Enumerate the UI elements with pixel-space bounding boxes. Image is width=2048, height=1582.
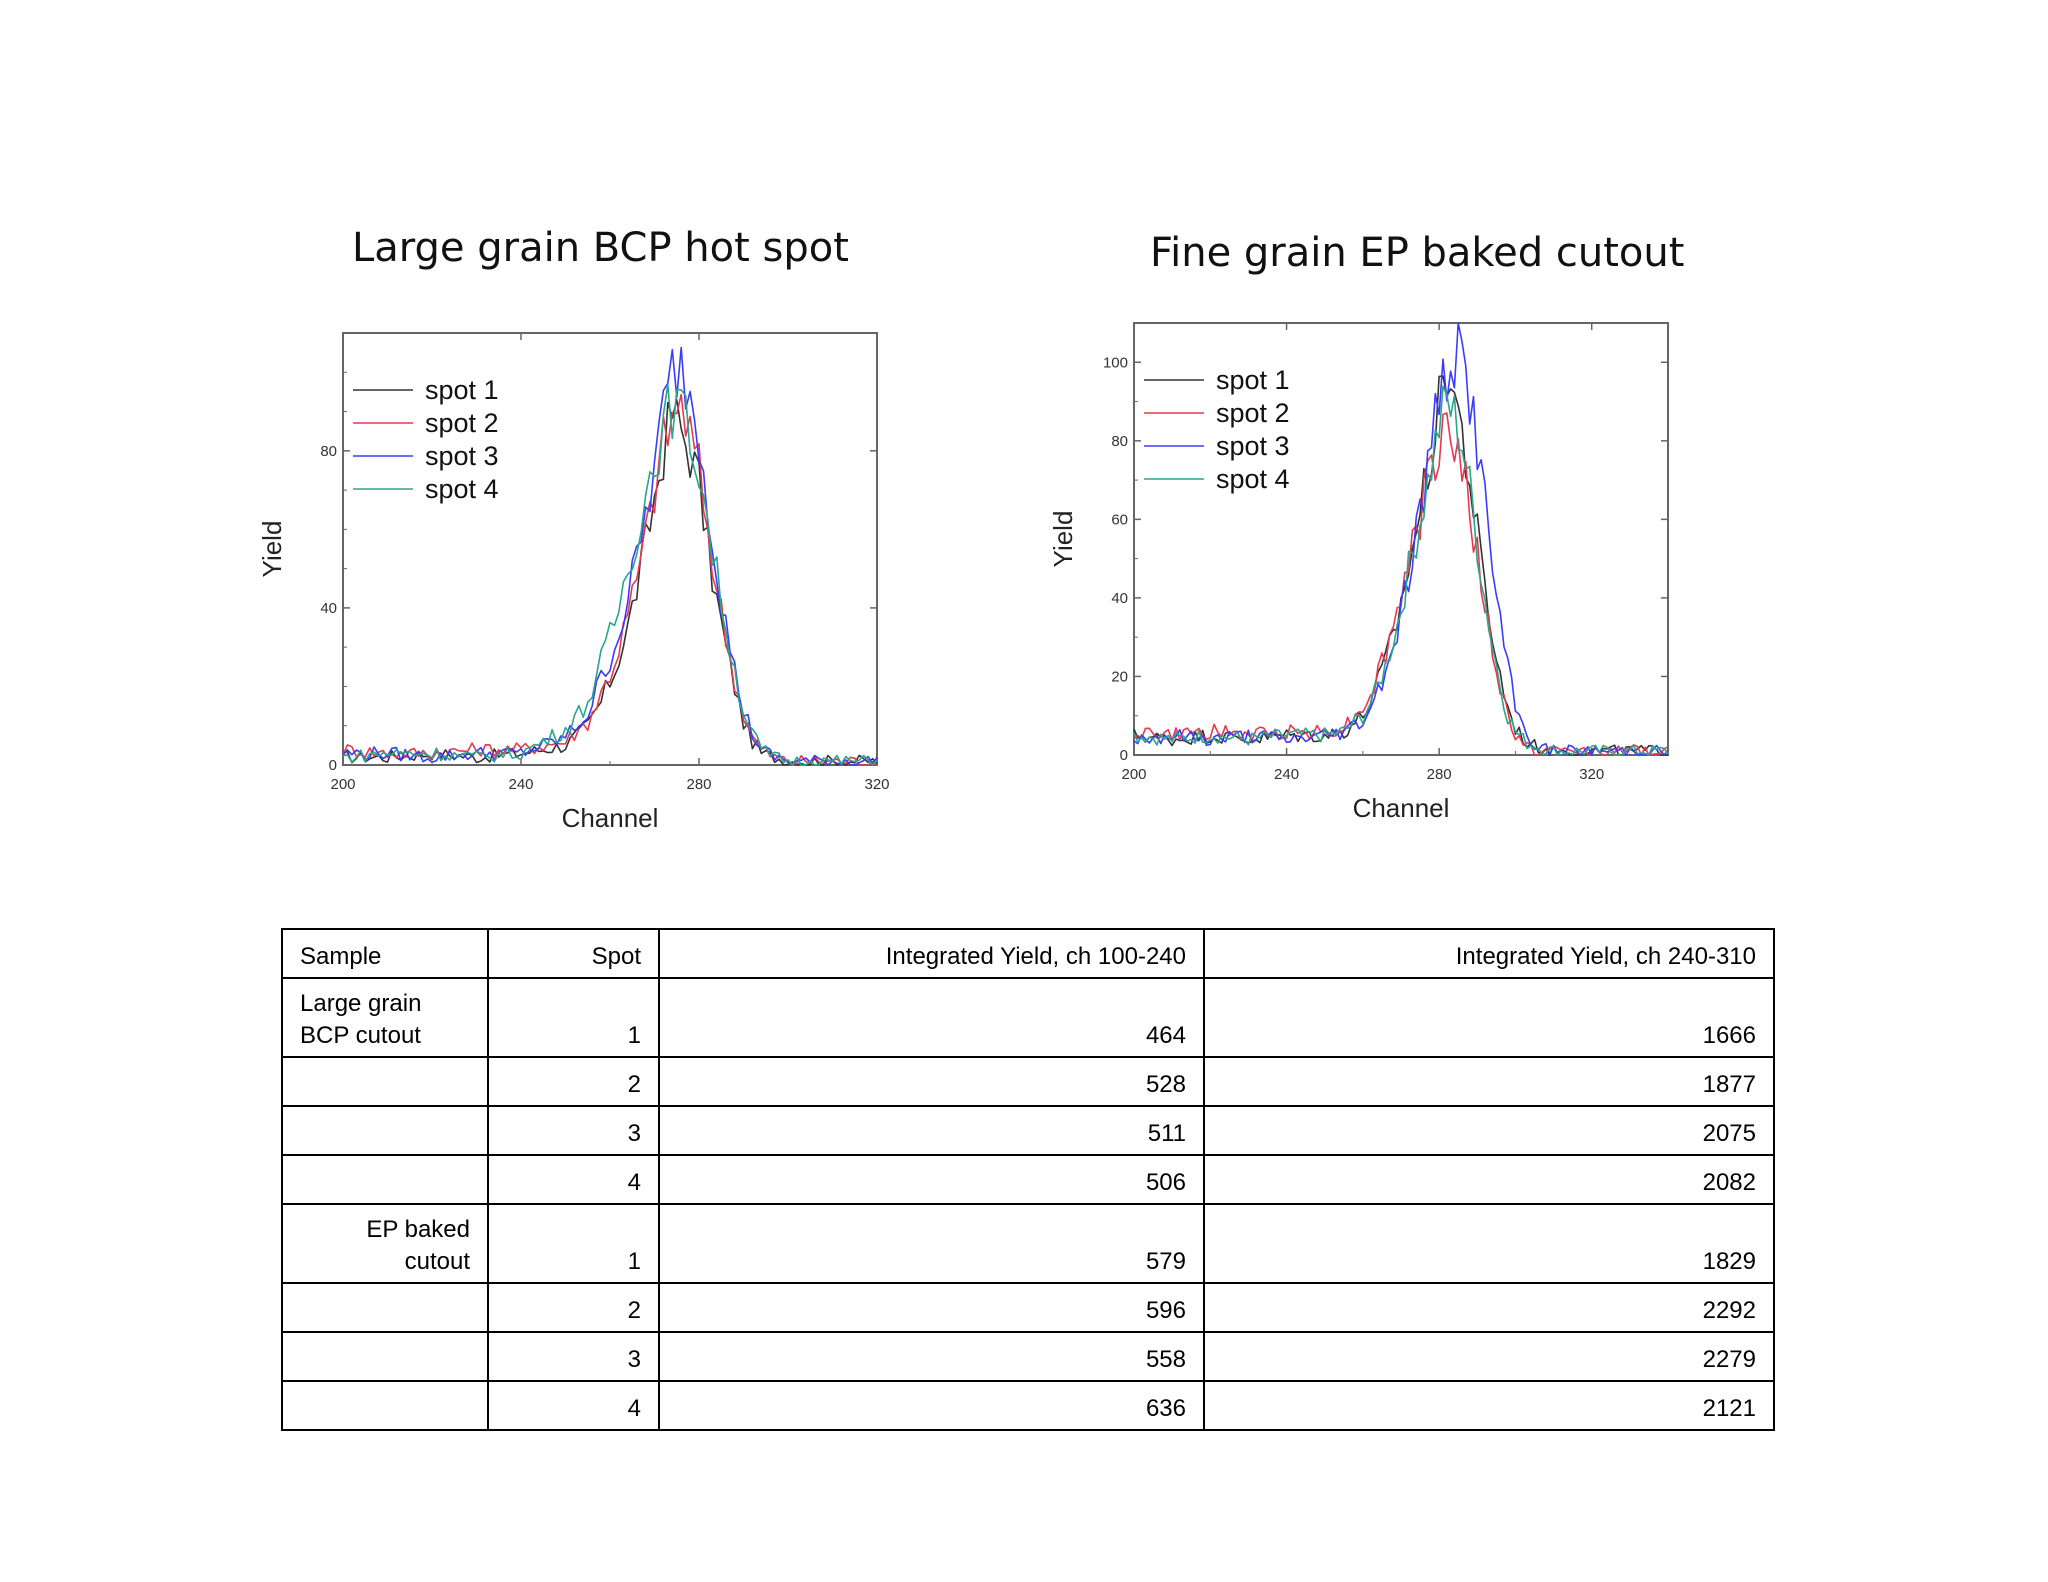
x-tick-label: 280 (686, 776, 711, 793)
x-tick-label: 200 (330, 776, 355, 793)
legend-label: spot 1 (425, 375, 499, 405)
sample-cell (281, 1105, 489, 1156)
legend-label: spot 1 (1216, 365, 1290, 395)
x-tick-label: 240 (508, 776, 533, 793)
x-tick-label: 280 (1427, 766, 1452, 783)
header-sample: Sample (281, 928, 489, 979)
y-tick-label: 100 (1103, 354, 1128, 371)
yield-high-cell: 2121 (1203, 1380, 1775, 1431)
table-header-row: Sample Spot Integrated Yield, ch 100-240… (281, 928, 1775, 979)
legend-label: spot 4 (425, 474, 499, 504)
y-tick-label: 80 (1111, 433, 1128, 450)
spot-cell: 1 (487, 977, 660, 1058)
sample-cell (281, 1056, 489, 1107)
yield-low-cell: 511 (658, 1105, 1205, 1156)
sample-cell (281, 1331, 489, 1382)
yield-low-cell: 464 (658, 977, 1205, 1058)
y-axis-label: Yield (257, 521, 287, 578)
y-tick-label: 40 (1111, 590, 1128, 607)
right-chart-title: Fine grain EP baked cutout (1150, 230, 1685, 276)
yield-high-cell: 2279 (1203, 1331, 1775, 1382)
x-axis-label: Channel (562, 803, 659, 833)
legend-label: spot 3 (1216, 431, 1290, 461)
yield-low-cell: 579 (658, 1203, 1205, 1284)
legend-label: spot 2 (425, 408, 499, 438)
yield-low-cell: 596 (658, 1282, 1205, 1333)
yield-high-cell: 1877 (1203, 1056, 1775, 1107)
yield-high-cell: 2082 (1203, 1154, 1775, 1205)
x-tick-label: 200 (1121, 766, 1146, 783)
spot-cell: 2 (487, 1056, 660, 1107)
y-tick-label: 20 (1111, 668, 1128, 685)
yield-high-cell: 1829 (1203, 1203, 1775, 1284)
yield-low-cell: 506 (658, 1154, 1205, 1205)
yield-low-cell: 636 (658, 1380, 1205, 1431)
spot-cell: 2 (487, 1282, 660, 1333)
left-chart-title: Large grain BCP hot spot (352, 225, 849, 271)
legend-label: spot 3 (425, 441, 499, 471)
integrated-yield-table: Sample Spot Integrated Yield, ch 100-240… (281, 928, 1775, 1431)
sample-cell (281, 1380, 489, 1431)
legend-label: spot 2 (1216, 398, 1290, 428)
sample-cell: Large grain BCP cutout (281, 977, 489, 1058)
sample-cell (281, 1282, 489, 1333)
series-line-spot-2 (342, 393, 878, 766)
sample-label-line: cutout (404, 1248, 470, 1275)
table-row: EP baked cutout 1 579 1829 (281, 1203, 1775, 1284)
yield-high-cell: 2292 (1203, 1282, 1775, 1333)
sample-label-line: BCP cutout (300, 1022, 421, 1049)
header-spot: Spot (487, 928, 660, 979)
table-row: 2 596 2292 (281, 1282, 1775, 1333)
series-line-spot-3 (342, 346, 878, 766)
table-row: 4 636 2121 (281, 1380, 1775, 1431)
sample-label-line: Large grain (300, 990, 422, 1017)
sample-cell: EP baked cutout (281, 1203, 489, 1284)
table-row: 3 511 2075 (281, 1105, 1775, 1156)
spot-cell: 1 (487, 1203, 660, 1284)
spot-cell: 3 (487, 1105, 660, 1156)
x-tick-label: 240 (1274, 766, 1299, 783)
table-row: 3 558 2279 (281, 1331, 1775, 1382)
series-line-spot-4 (342, 383, 878, 766)
table-row: Large grain BCP cutout 1 464 1666 (281, 977, 1775, 1058)
y-tick-label: 0 (329, 757, 337, 774)
yield-low-cell: 558 (658, 1331, 1205, 1382)
x-axis-label: Channel (1353, 793, 1450, 823)
spot-cell: 4 (487, 1380, 660, 1431)
yield-high-cell: 1666 (1203, 977, 1775, 1058)
spot-cell: 4 (487, 1154, 660, 1205)
yield-low-cell: 528 (658, 1056, 1205, 1107)
legend-label: spot 4 (1216, 464, 1290, 494)
y-tick-label: 60 (1111, 511, 1128, 528)
x-tick-label: 320 (1579, 766, 1604, 783)
y-axis-label: Yield (1048, 511, 1078, 568)
spot-cell: 3 (487, 1331, 660, 1382)
y-tick-label: 40 (320, 600, 337, 617)
sample-cell (281, 1154, 489, 1205)
plot-frame (342, 332, 878, 766)
chart-group-right: 200 240 280 320 0 20 40 60 80 100 Channel Yield spot… (1048, 322, 1669, 823)
x-tick-label: 320 (864, 776, 889, 793)
header-yield-high: Integrated Yield, ch 240-310 (1203, 928, 1775, 979)
y-tick-label: 80 (320, 443, 337, 460)
table-row: 2 528 1877 (281, 1056, 1775, 1107)
y-tick-label: 0 (1120, 747, 1128, 764)
series-line-spot-3 (1133, 322, 1669, 756)
series-line-spot-4 (1133, 385, 1669, 756)
header-yield-low: Integrated Yield, ch 100-240 (658, 928, 1205, 979)
yield-high-cell: 2075 (1203, 1105, 1775, 1156)
sample-label-line: EP baked (366, 1216, 470, 1243)
table-row: 4 506 2082 (281, 1154, 1775, 1205)
plot-frame (1133, 322, 1669, 756)
